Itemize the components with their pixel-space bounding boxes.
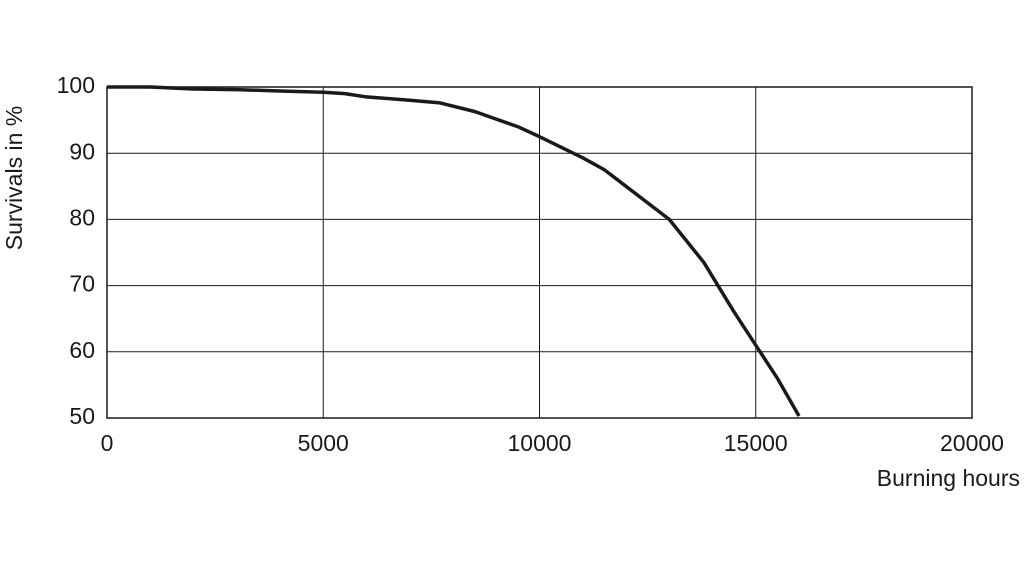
y-tick-label: 100 xyxy=(57,72,95,98)
data-line xyxy=(107,85,801,417)
x-tick-label: 10000 xyxy=(508,430,572,456)
x-tick-label: 5000 xyxy=(298,430,349,456)
y-tick-label: 60 xyxy=(69,337,95,363)
x-tick-label: 0 xyxy=(101,430,114,456)
plot-frame xyxy=(106,86,973,419)
y-tick-label: 90 xyxy=(69,138,95,164)
y-tick-label: 50 xyxy=(69,403,95,429)
x-tick-label: 15000 xyxy=(724,430,788,456)
y-tick-label: 70 xyxy=(69,271,95,297)
y-tick-label: 80 xyxy=(69,204,95,230)
x-axis-label: Burning hours xyxy=(877,465,1020,491)
x-tick-label: 20000 xyxy=(940,430,1004,456)
y-axis-label: Survivals in % xyxy=(1,106,27,250)
